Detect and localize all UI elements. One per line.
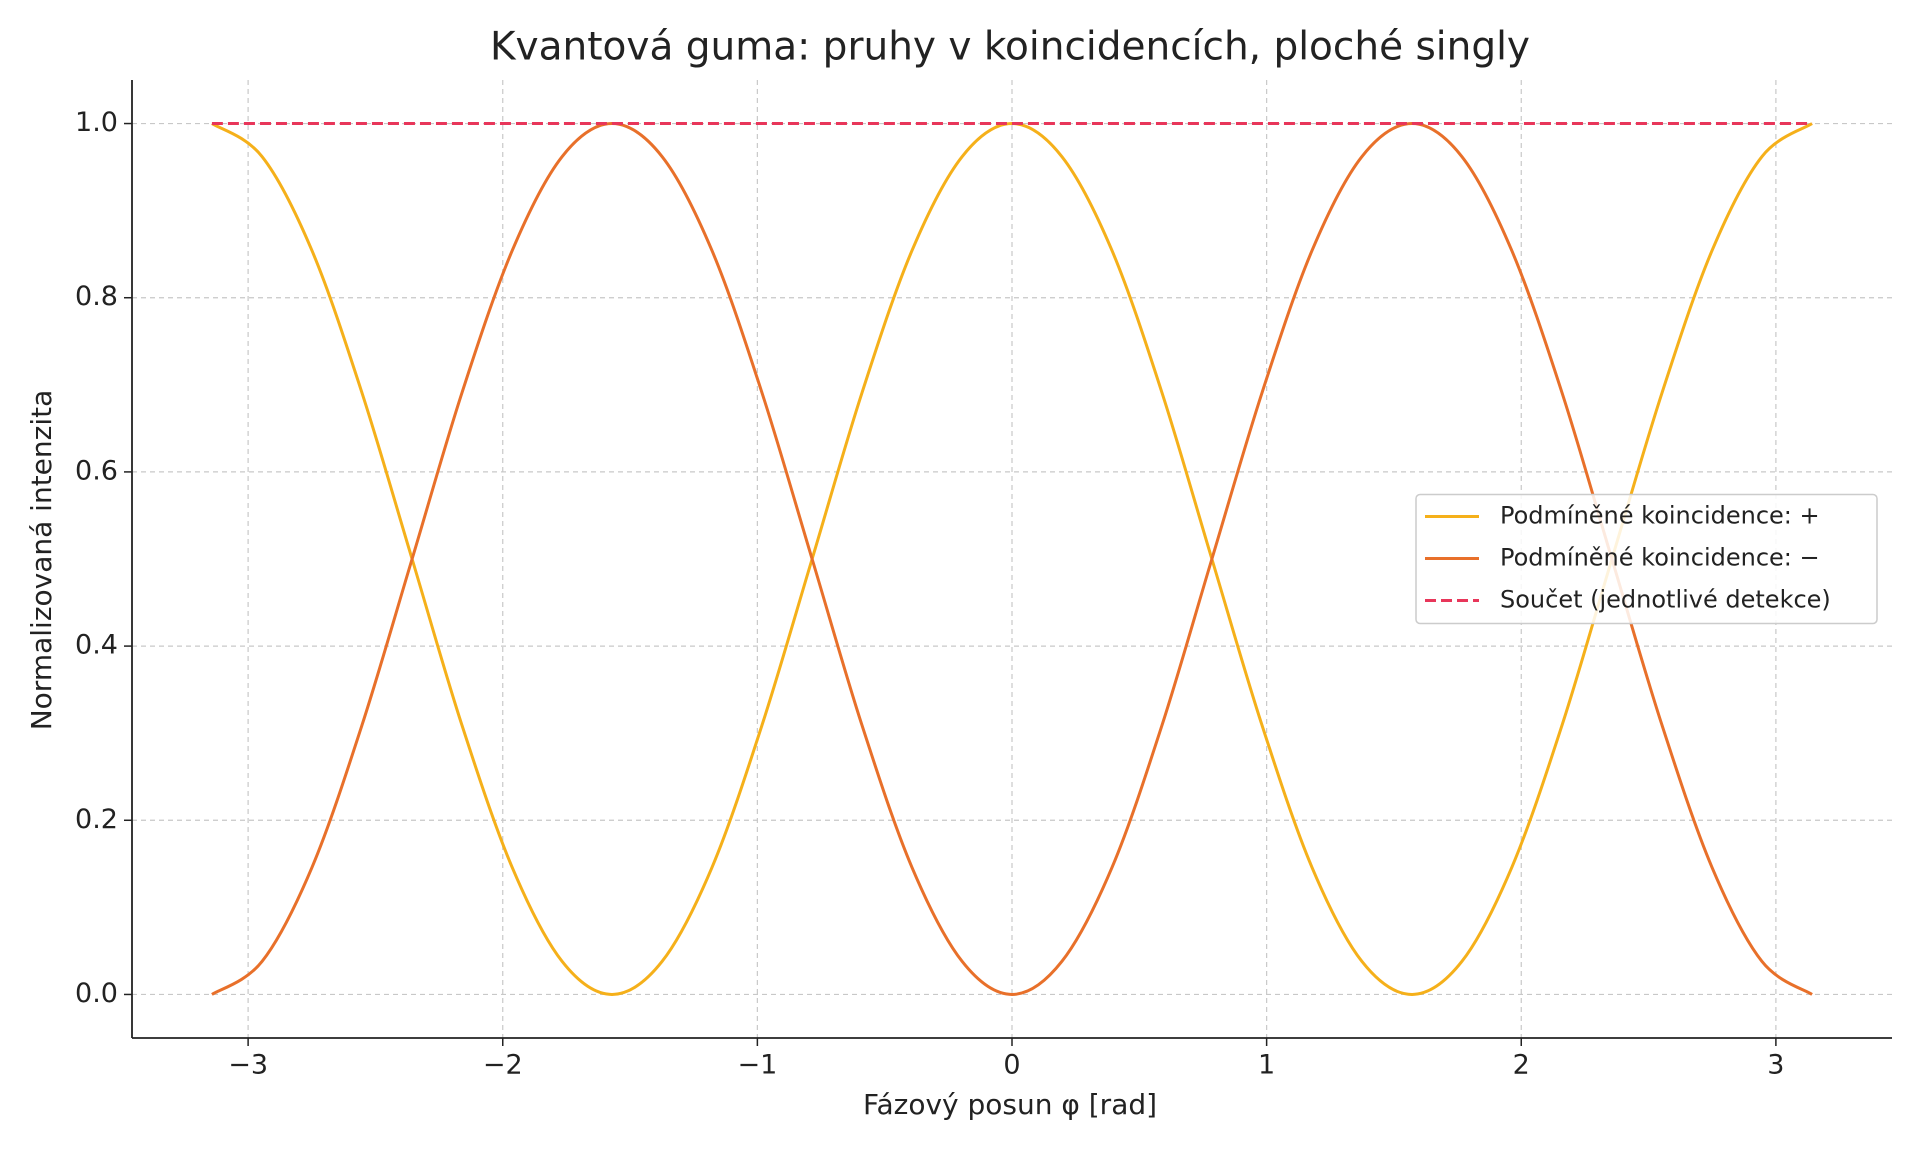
legend-label: Součet (jednotlivé detekce) [1500, 586, 1831, 614]
x-tick-label: 1 [1258, 1050, 1275, 1081]
x-tick-label: 2 [1513, 1050, 1530, 1081]
y-tick-label: 0.0 [75, 978, 118, 1009]
y-tick-label: 0.8 [75, 281, 118, 312]
y-tick-label: 1.0 [75, 107, 118, 138]
y-tick-label: 0.4 [75, 630, 118, 661]
y-axis-label: Normalizovaná intenzita [25, 390, 58, 731]
legend-label: Podmíněné koincidence: + [1500, 502, 1820, 530]
legend-label: Podmíněné koincidence: − [1500, 544, 1820, 572]
x-tick-label: −1 [737, 1050, 777, 1081]
legend-box [1415, 493, 1878, 625]
x-tick-label: −3 [228, 1050, 268, 1081]
y-tick-label: 0.2 [75, 804, 118, 835]
chart-title: Kvantová guma: pruhy v koincidencích, pl… [490, 25, 1530, 70]
series-line [211, 122, 1813, 996]
x-tick-label: −2 [483, 1050, 523, 1081]
x-axis-label: Fázový posun φ [rad] [863, 1088, 1157, 1121]
x-tick-label: 0 [1003, 1050, 1020, 1081]
x-tick-label: 3 [1767, 1050, 1784, 1081]
y-tick-label: 0.6 [75, 455, 118, 486]
